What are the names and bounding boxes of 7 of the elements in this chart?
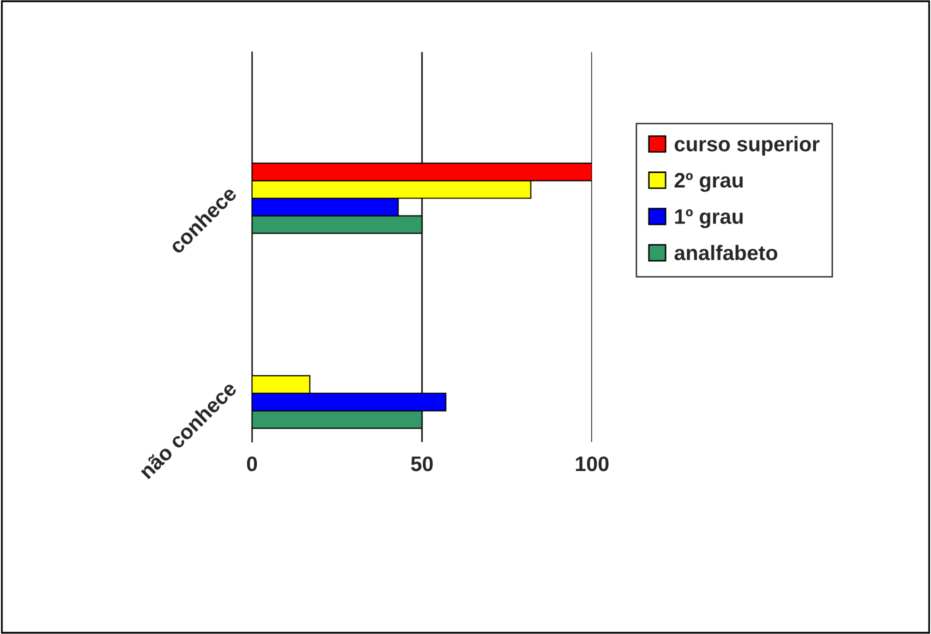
legend-label: 2º grau	[674, 172, 743, 192]
legend-label: analfabeto	[674, 244, 778, 260]
x-tick-label: 50	[411, 456, 433, 472]
x-tick-label: 0	[247, 456, 257, 472]
legend-label: curso superior	[674, 136, 820, 156]
legend-label: 1º grau	[675, 209, 743, 228]
x-tick-label: 100	[576, 456, 609, 472]
